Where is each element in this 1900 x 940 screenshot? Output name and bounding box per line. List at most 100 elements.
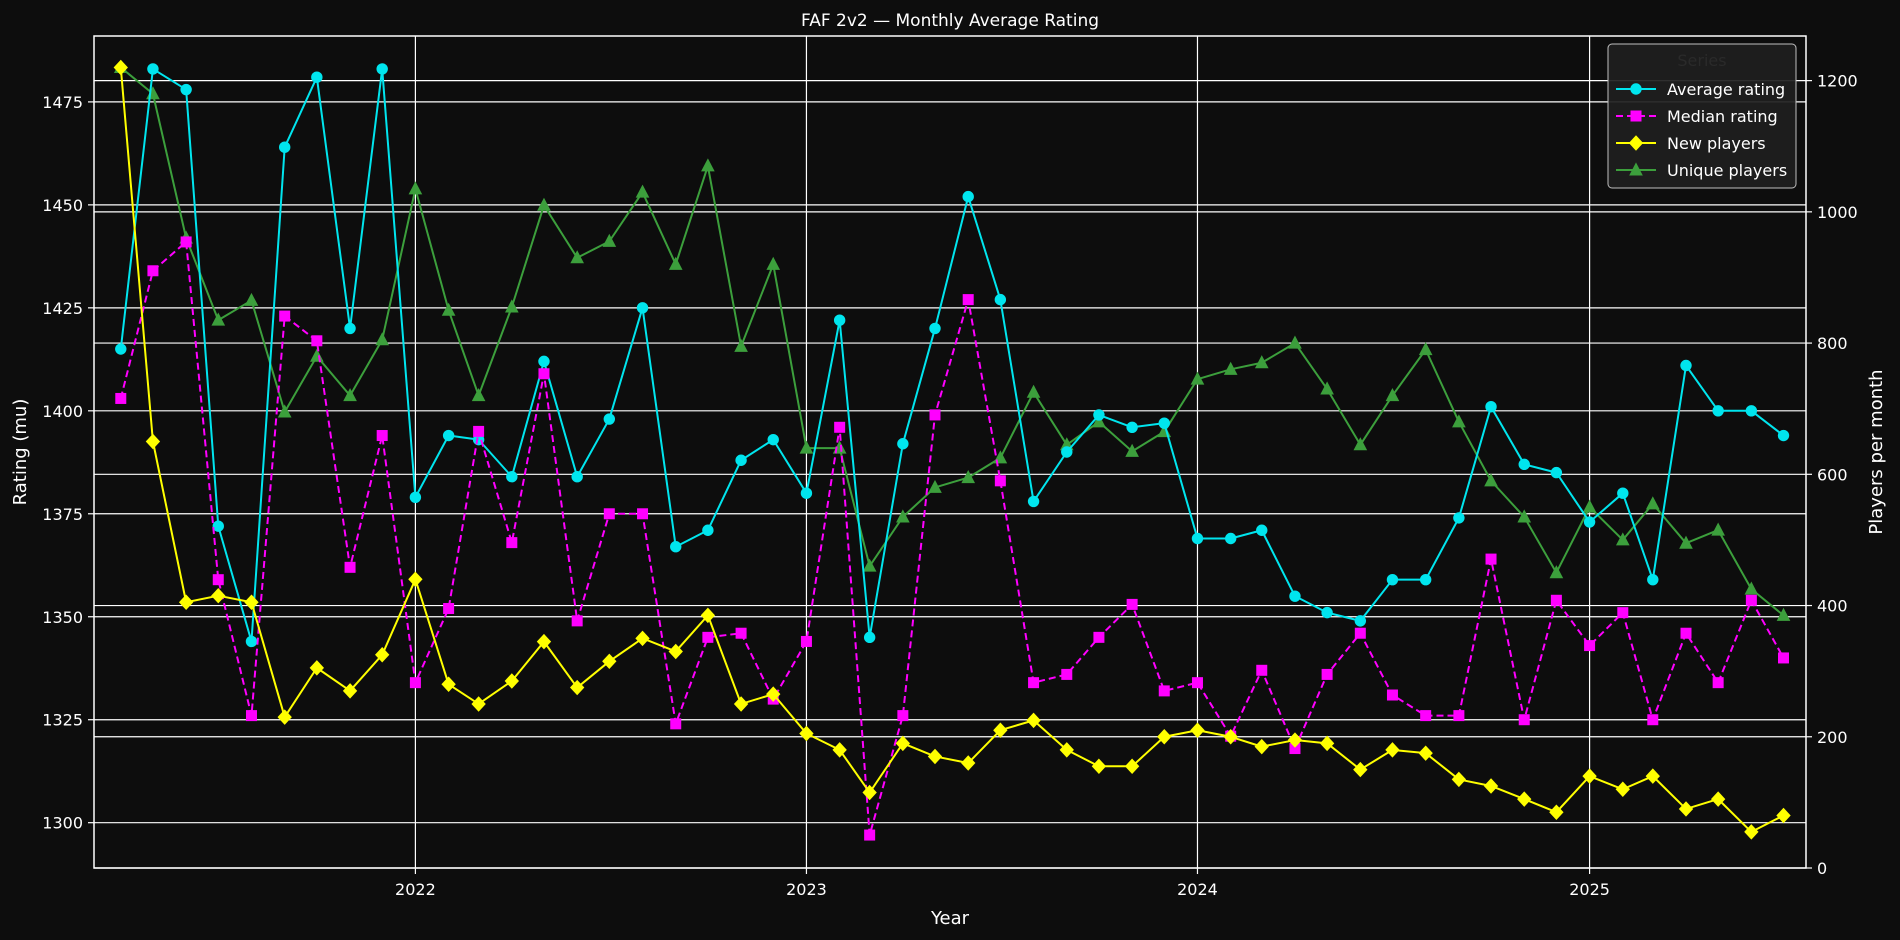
data-point bbox=[473, 425, 485, 437]
legend-marker bbox=[1630, 83, 1642, 95]
data-point bbox=[1550, 466, 1563, 479]
data-point bbox=[1418, 342, 1433, 356]
y-tick-label-left: 1350 bbox=[42, 608, 83, 627]
data-point bbox=[800, 487, 813, 499]
y-tick-label-left: 1450 bbox=[42, 196, 83, 215]
legend-label: Unique players bbox=[1667, 161, 1787, 180]
data-point bbox=[1453, 710, 1465, 722]
data-point bbox=[1124, 758, 1140, 775]
data-point bbox=[1385, 742, 1400, 758]
legend-entries: Average rating Median rating New players Un… bbox=[1616, 80, 1787, 180]
data-point bbox=[1061, 668, 1073, 680]
data-point bbox=[571, 471, 583, 483]
data-point bbox=[344, 322, 356, 335]
data-point bbox=[538, 368, 550, 380]
data-point bbox=[471, 696, 486, 712]
data-point bbox=[767, 433, 779, 446]
y-tick-label-right: 1200 bbox=[1817, 72, 1858, 91]
data-point bbox=[1680, 359, 1692, 372]
legend-box bbox=[1607, 43, 1797, 189]
y-tick-label-left: 1425 bbox=[42, 299, 83, 318]
data-point bbox=[1126, 421, 1138, 433]
data-point bbox=[245, 635, 258, 648]
data-point bbox=[1223, 361, 1238, 375]
data-point bbox=[895, 735, 911, 752]
data-point bbox=[1256, 664, 1268, 676]
data-point bbox=[1059, 742, 1074, 758]
data-point bbox=[1420, 710, 1432, 722]
data-point bbox=[1776, 807, 1791, 824]
data-point bbox=[1125, 443, 1139, 457]
data-point bbox=[375, 332, 390, 346]
data-point bbox=[1745, 405, 1758, 417]
data-point bbox=[702, 524, 714, 536]
data-point bbox=[1385, 387, 1400, 402]
legend-entry: Average rating bbox=[1616, 80, 1785, 99]
legend: Series Average rating Median rating New pl… bbox=[1607, 43, 1797, 189]
data-point bbox=[244, 292, 259, 306]
legend-label: Median rating bbox=[1667, 107, 1778, 126]
data-point bbox=[409, 491, 422, 504]
data-point bbox=[1093, 409, 1105, 421]
data-point bbox=[635, 184, 650, 198]
data-point bbox=[178, 594, 194, 610]
data-point bbox=[1617, 487, 1629, 499]
data-point bbox=[603, 413, 616, 425]
data-point bbox=[1320, 381, 1334, 395]
data-point bbox=[799, 440, 814, 454]
data-point bbox=[766, 686, 781, 702]
data-point bbox=[1354, 615, 1367, 627]
y-tick-label-left: 1375 bbox=[42, 505, 83, 524]
data-point bbox=[1518, 714, 1530, 726]
data-point bbox=[442, 429, 455, 442]
data-point bbox=[471, 387, 486, 402]
y-tick-label-right: 400 bbox=[1817, 597, 1848, 616]
data-point bbox=[1321, 606, 1333, 619]
legend-label: New players bbox=[1667, 134, 1766, 153]
data-point bbox=[1518, 458, 1530, 471]
data-point bbox=[702, 631, 714, 643]
data-point bbox=[833, 314, 846, 326]
data-point bbox=[1190, 371, 1205, 385]
y-tick-label-right: 1000 bbox=[1817, 203, 1858, 222]
data-point bbox=[834, 421, 846, 433]
y-tick-label-right: 600 bbox=[1817, 465, 1848, 484]
data-point bbox=[734, 338, 748, 352]
data-point bbox=[1091, 758, 1107, 775]
data-point bbox=[929, 322, 941, 335]
x-tick-label: 2025 bbox=[1569, 880, 1610, 899]
data-point bbox=[637, 508, 649, 520]
data-point bbox=[1321, 668, 1333, 680]
data-point bbox=[670, 541, 682, 553]
series-line bbox=[119, 67, 1784, 833]
data-point bbox=[443, 603, 455, 615]
grid bbox=[94, 36, 1806, 869]
data-point bbox=[279, 310, 291, 322]
data-point bbox=[929, 409, 941, 421]
data-point bbox=[993, 722, 1008, 738]
data-point bbox=[1288, 335, 1302, 349]
data-point bbox=[212, 574, 224, 586]
data-point bbox=[441, 302, 456, 316]
data-point bbox=[569, 679, 585, 696]
legend-marker bbox=[1629, 162, 1643, 176]
data-point bbox=[536, 633, 552, 650]
data-point bbox=[994, 293, 1007, 306]
data-point bbox=[636, 302, 649, 314]
y-tick-label-right: 800 bbox=[1817, 334, 1848, 353]
chart-title: FAF 2v2 — Monthly Average Rating bbox=[801, 11, 1099, 31]
data-point bbox=[1549, 565, 1564, 579]
data-point bbox=[376, 430, 388, 442]
data-point bbox=[1254, 738, 1269, 755]
data-point bbox=[1028, 677, 1040, 689]
data-point bbox=[1712, 677, 1724, 689]
x-tick-label: 2024 bbox=[1177, 880, 1218, 899]
data-point bbox=[864, 829, 876, 841]
data-point bbox=[735, 627, 747, 639]
legend-entry: Median rating bbox=[1616, 107, 1778, 126]
data-point bbox=[145, 433, 161, 450]
data-point bbox=[670, 718, 682, 730]
data-point bbox=[309, 660, 325, 676]
y-tick-label-left: 1300 bbox=[42, 814, 83, 833]
